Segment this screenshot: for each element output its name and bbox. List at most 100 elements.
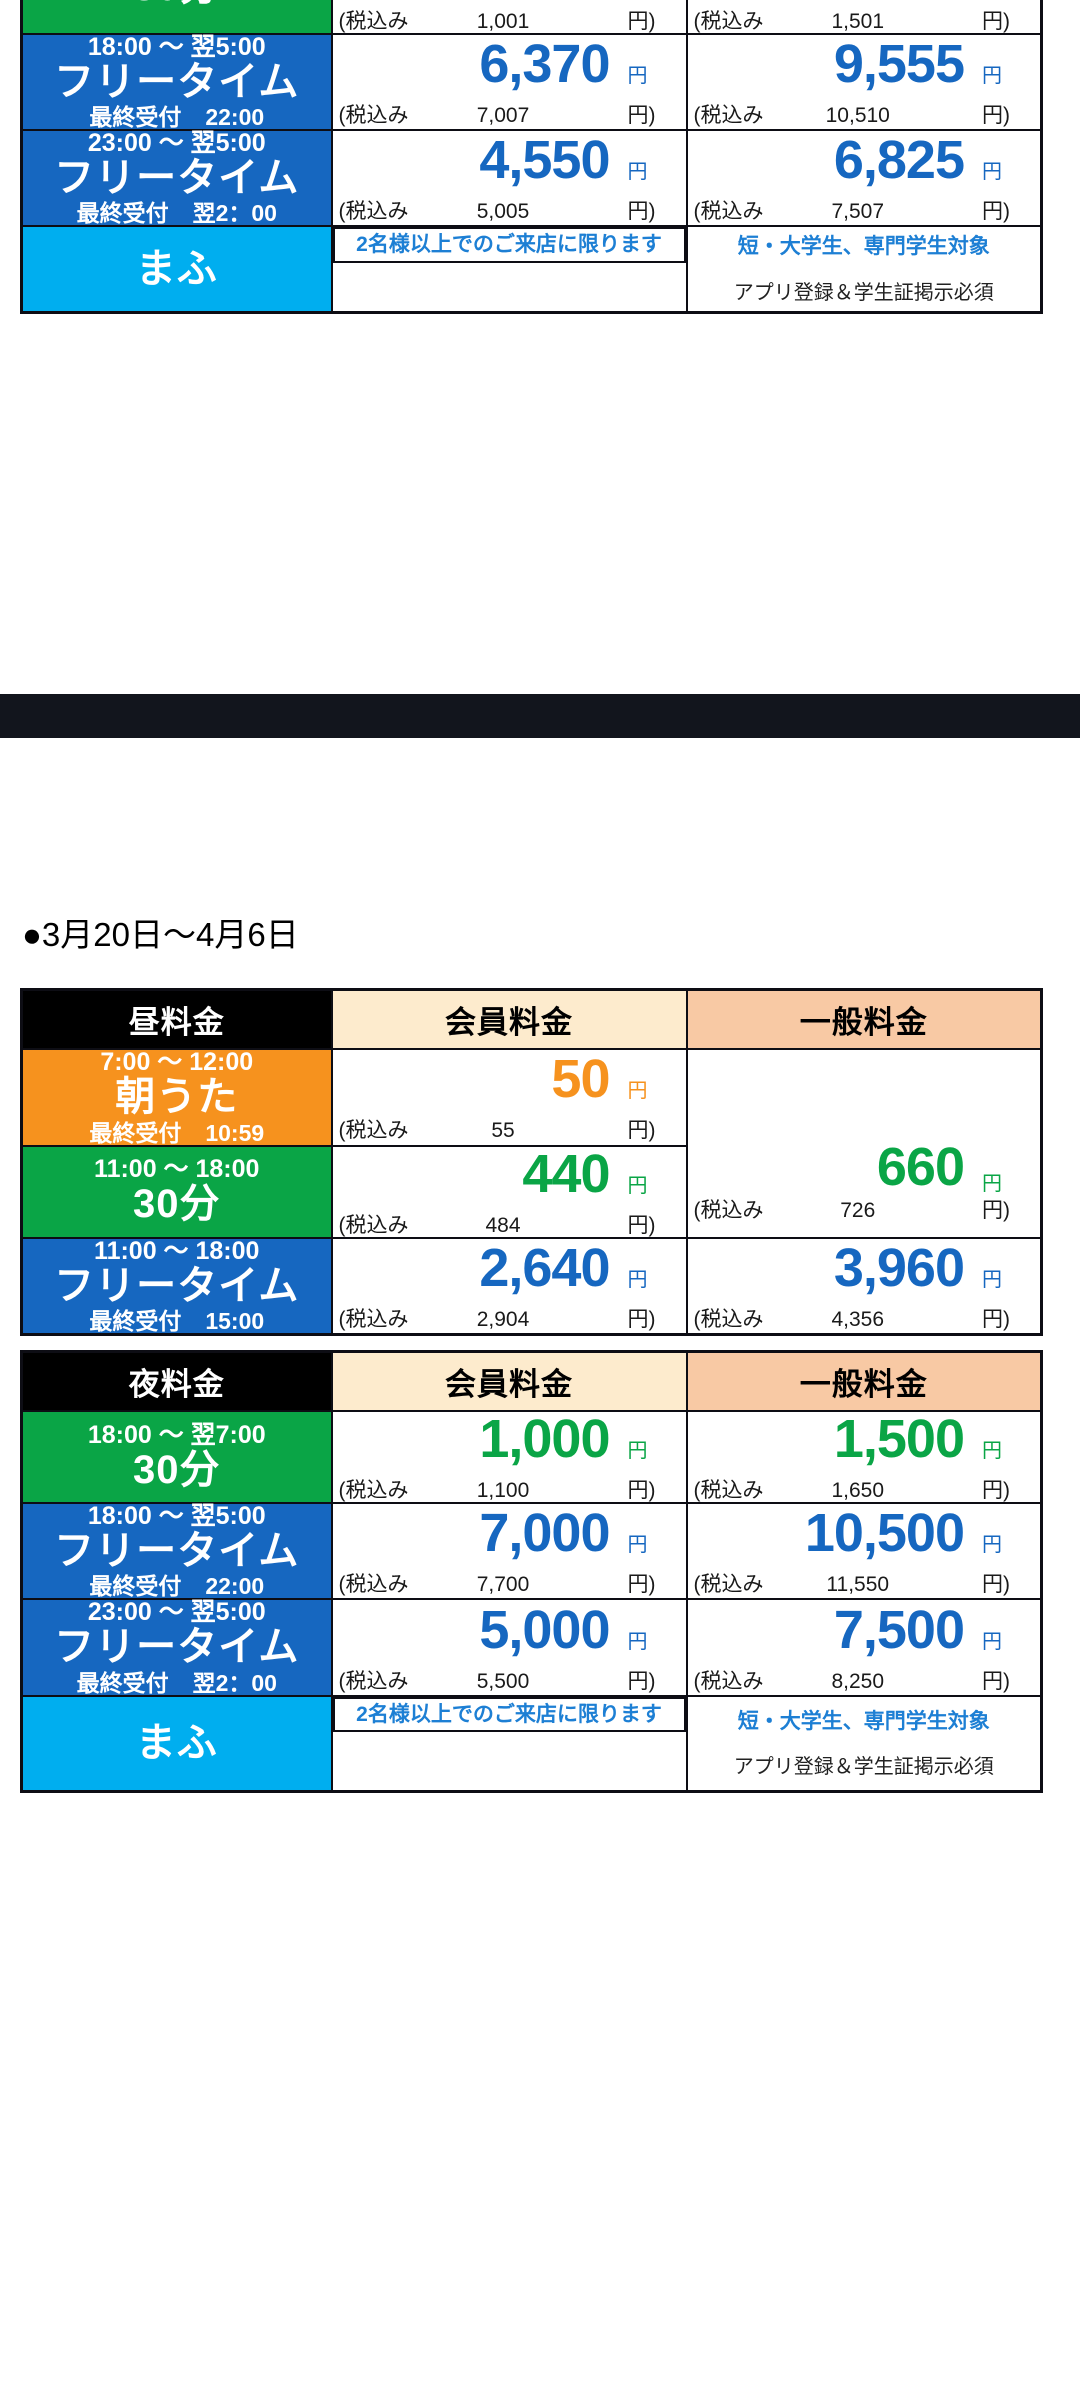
general-price-cell: 1,500 円 (税込み 1,650 円): [685, 1410, 1043, 1505]
yen-unit: 円: [982, 65, 1002, 88]
general-price-cell: 3,960 円 (税込み 4,356 円): [685, 1236, 1043, 1336]
price-amount: 9,555: [833, 34, 965, 95]
row-last-reception: 最終受付 翌2：00: [76, 1669, 277, 1696]
tax-amount: 2,904: [476, 1307, 530, 1331]
price-tax-line: (税込み 1,650 円): [688, 1474, 1041, 1502]
table-row: 23:00 ～ 翌5:00 フリータイム 最終受付 翌2：00 4,550 円 (…: [20, 129, 1043, 228]
price-main: 4,550 円: [333, 133, 686, 195]
price-main: 50 円: [333, 1052, 686, 1114]
pricing-table-night: 夜料金 会員料金 一般料金 18:00 ～ 翌7:00 30分 1,000 円 …: [20, 1349, 1043, 1794]
table-header-row: 夜料金 会員料金 一般料金: [20, 1350, 1043, 1413]
tax-amount: 7,007: [476, 104, 530, 128]
header-member-rate: 会員料金: [330, 1350, 688, 1413]
price-tax-line: (税込み 5,500 円): [333, 1665, 686, 1693]
general-price-cell: 10,500 円 (税込み 11,550 円): [685, 1502, 1043, 1601]
row-time: 18:00 ～ 翌5:00: [87, 33, 266, 61]
row-time: 18:00 ～ 翌5:00: [87, 1502, 266, 1531]
member-price-cell: 50 円 (税込み 55 円): [330, 1048, 688, 1147]
mafu-label: まふ: [135, 1720, 218, 1765]
price-main: 660 円: [688, 1064, 1041, 1194]
price-tax-line: (税込み 726 円): [688, 1194, 1041, 1222]
row-time: 11:00 ～ 18:00: [94, 1236, 260, 1265]
mafu-general-note-1: 短・大学生、専門学生対象: [737, 235, 990, 259]
yen-unit: 円: [982, 161, 1002, 184]
row-label-cell: 11:00 ～ 18:00 30分: [20, 1144, 333, 1239]
tax-close: 円): [982, 200, 1010, 224]
section-gap: [0, 314, 1080, 694]
tax-open: (税込み: [693, 1307, 764, 1331]
yen-unit: 円: [982, 1440, 1002, 1463]
price-amount: 5,000: [479, 1599, 610, 1660]
price-amount: 7,500: [833, 1599, 965, 1660]
row-name: フリータイム: [54, 1263, 300, 1308]
tax-close: 円): [627, 104, 656, 128]
price-tax-line: (税込み 1,100 円): [333, 1474, 686, 1502]
header-night-rate: 夜料金: [20, 1350, 333, 1413]
price-amount: 4,550: [479, 130, 610, 191]
mafu-label-cell: まふ: [20, 225, 333, 314]
table-row: 18:00 ～ 翌5:00 フリータイム 最終受付 22:00 7,000 円 (…: [20, 1502, 1043, 1601]
price-amount: 50: [551, 1049, 610, 1110]
row-name: 30分: [23, 0, 331, 10]
member-price-cell: 6,370 円 (税込み 7,007 円): [330, 32, 688, 132]
price-tax-line: (税込み 1,001 円): [333, 5, 686, 33]
tax-amount: 5,005: [476, 200, 530, 224]
dark-separator-bar: [0, 693, 1080, 738]
tax-open: (税込み: [338, 1573, 409, 1597]
tax-amount: 5,500: [476, 1669, 530, 1693]
price-main: 3,960 円: [688, 1241, 1041, 1303]
pricing-table-top: 30分 910 円 (税込み 1,001 円) 1,365 円: [20, 0, 1043, 314]
member-price-cell: 4,550 円 (税込み 5,005 円): [330, 129, 688, 228]
row-label-cell: 7:00 ～ 12:00 朝うた 最終受付 10:59: [20, 1048, 333, 1147]
tax-close: 円): [627, 1669, 656, 1693]
price-amount: 660: [876, 1137, 965, 1198]
tax-open: (税込み: [338, 1307, 409, 1331]
yen-unit: 円: [627, 65, 648, 88]
table-row: 18:00 ～ 翌7:00 30分 1,000 円 (税込み 1,100 円) …: [20, 1409, 1043, 1505]
header-general-rate: 一般料金: [685, 1350, 1043, 1413]
row-last-reception: 最終受付 翌2：00: [76, 200, 277, 227]
mafu-label-cell: まふ: [20, 1694, 333, 1793]
row-last-reception: 最終受付 22:00: [89, 104, 265, 131]
row-label-cell: 18:00 ～ 翌5:00 フリータイム 最終受付 22:00: [20, 1502, 333, 1601]
price-amount: 10,500: [804, 1503, 965, 1564]
tax-close: 円): [982, 1307, 1010, 1331]
tax-amount: 726: [840, 1199, 876, 1223]
price-amount: 1,000: [479, 1409, 610, 1470]
tax-open: (税込み: [338, 1479, 409, 1503]
tax-close: 円): [627, 1573, 656, 1597]
price-tax-line: (税込み 7,700 円): [333, 1568, 686, 1596]
tax-amount: 1,501: [831, 10, 885, 33]
yen-unit: 円: [982, 1630, 1002, 1653]
tax-open: (税込み: [693, 1199, 764, 1223]
tax-close: 円): [627, 200, 656, 224]
row-name: フリータイム: [54, 1529, 300, 1574]
tax-close: 円): [982, 1199, 1010, 1223]
yen-unit: 円: [627, 161, 648, 184]
price-tax-line: (税込み 1,501 円): [688, 5, 1041, 33]
header-general-rate: 一般料金: [685, 988, 1043, 1051]
mafu-general-note-2: アプリ登録＆学生証掲示必須: [733, 281, 994, 304]
row-label-cell: 23:00 ～ 翌5:00 フリータイム 最終受付 翌2：00: [20, 1598, 333, 1697]
member-price-cell: 7,000 円 (税込み 7,700 円): [330, 1502, 688, 1601]
member-price-cell: 910 円 (税込み 1,001 円): [330, 0, 688, 35]
tax-close: 円): [982, 1479, 1010, 1503]
table-row: 30分 910 円 (税込み 1,001 円) 1,365 円: [20, 0, 1043, 35]
price-main: 6,825 円: [688, 133, 1041, 195]
price-tax-line: (税込み 7,007 円): [333, 99, 686, 127]
mafu-general-note-cell: 短・大学生、専門学生対象 アプリ登録＆学生証掲示必須: [685, 225, 1043, 314]
yen-unit: 円: [627, 1080, 648, 1103]
yen-unit: 円: [982, 1268, 1002, 1291]
price-tax-line: (税込み 484 円): [333, 1209, 686, 1237]
price-main: 10,500 円: [688, 1506, 1041, 1568]
general-price-cell: 1,365 円 (税込み 1,501 円): [685, 0, 1043, 35]
row-label-cell: 18:00 ～ 翌7:00 30分: [20, 1410, 333, 1505]
tax-close: 円): [627, 10, 656, 33]
section-gap: [0, 956, 1080, 988]
tax-close: 円): [627, 1307, 656, 1331]
price-main: 440 円: [333, 1147, 686, 1209]
member-price-cell: 440 円 (税込み 484 円): [330, 1144, 688, 1239]
price-main: 7,000 円: [333, 1506, 686, 1568]
row-label-cell: 23:00 ～ 翌5:00 フリータイム 最終受付 翌2：00: [20, 129, 333, 228]
tax-close: 円): [982, 1573, 1010, 1597]
